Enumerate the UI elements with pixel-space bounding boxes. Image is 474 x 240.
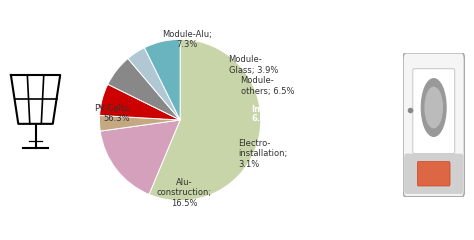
Text: Module-
Glass; 3.9%: Module- Glass; 3.9% — [228, 55, 278, 75]
Text: Module-Alu;
7.3%: Module-Alu; 7.3% — [162, 30, 211, 49]
Wedge shape — [145, 39, 180, 120]
Wedge shape — [149, 39, 261, 201]
Text: Inverter;
6.4%: Inverter; 6.4% — [251, 104, 293, 123]
Text: PV-Cells;
56.3%: PV-Cells; 56.3% — [94, 104, 130, 123]
Wedge shape — [100, 115, 180, 131]
FancyBboxPatch shape — [404, 154, 463, 194]
FancyBboxPatch shape — [418, 162, 450, 186]
Wedge shape — [128, 48, 180, 120]
Wedge shape — [100, 120, 180, 194]
Circle shape — [421, 79, 446, 136]
Wedge shape — [108, 59, 180, 120]
Circle shape — [425, 87, 442, 128]
FancyBboxPatch shape — [403, 53, 465, 197]
Text: Alu-
construction;
16.5%: Alu- construction; 16.5% — [156, 178, 212, 208]
Text: Module-
others; 6.5%: Module- others; 6.5% — [241, 76, 294, 96]
FancyBboxPatch shape — [413, 69, 455, 154]
Wedge shape — [100, 84, 180, 120]
Text: Electro-
installation;
3.1%: Electro- installation; 3.1% — [238, 139, 287, 169]
